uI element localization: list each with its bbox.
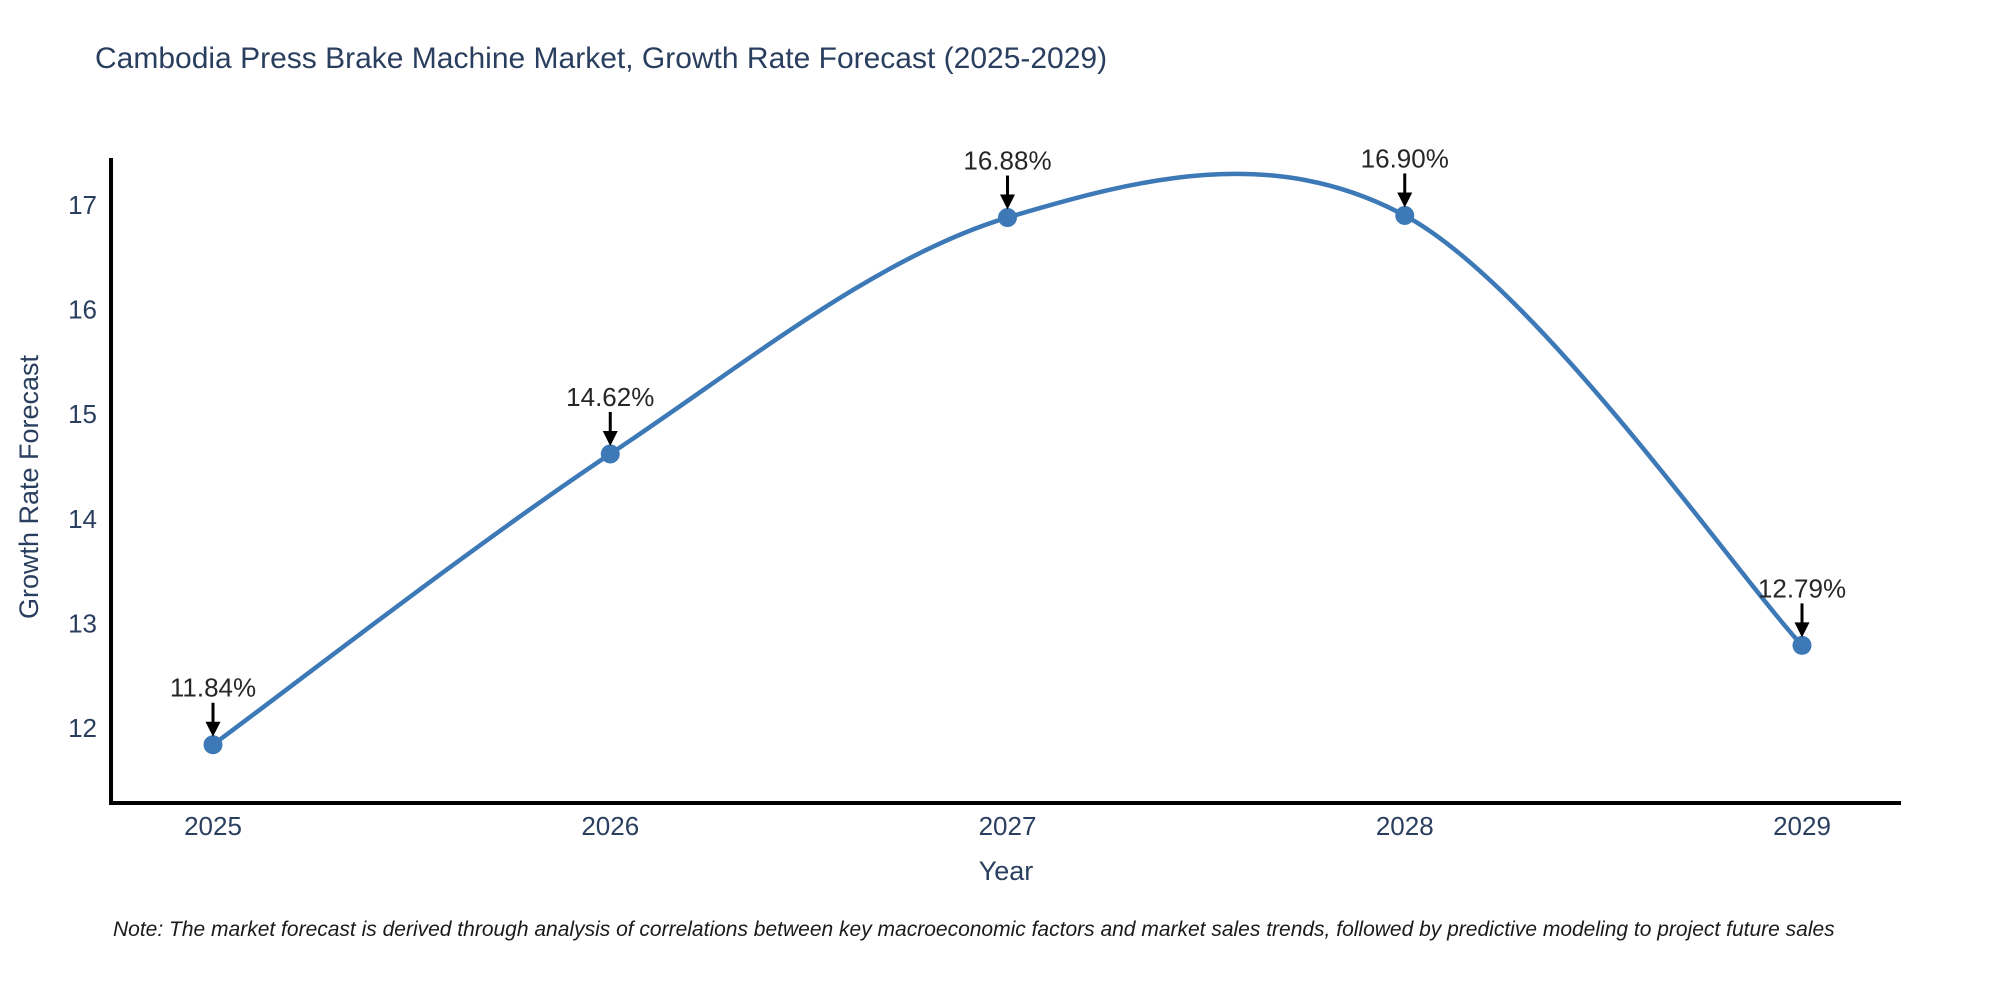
x-tick-label: 2027: [979, 811, 1037, 841]
annotation: 12.79%: [1758, 573, 1846, 638]
annotation-label: 16.88%: [963, 146, 1051, 176]
data-point-marker: [998, 208, 1017, 228]
annotation-arrowhead-icon: [1000, 194, 1015, 210]
y-tick-label: 15: [68, 399, 97, 429]
x-axis-title: Year: [979, 856, 1034, 886]
footnote: Note: The market forecast is derived thr…: [113, 918, 1835, 941]
y-tick-label: 16: [68, 295, 97, 325]
annotation: 14.62%: [566, 382, 654, 446]
annotation: 16.88%: [963, 146, 1052, 210]
data-point-marker: [1395, 205, 1415, 225]
y-tick-label: 17: [68, 190, 97, 220]
annotation-arrowhead-icon: [1397, 192, 1413, 208]
line-series: [203, 171, 1812, 755]
x-tick-label: 2026: [581, 811, 639, 841]
chart-title: Cambodia Press Brake Machine Market, Gro…: [95, 42, 1108, 75]
x-tick-label: 2029: [1773, 811, 1831, 841]
annotation-label: 12.79%: [1758, 573, 1846, 603]
x-tick-label: 2025: [184, 811, 242, 841]
data-point-marker: [1792, 635, 1812, 655]
forecast-line: [210, 171, 1805, 747]
x-tick-label: 2028: [1376, 811, 1434, 841]
annotation-arrowhead-icon: [1794, 622, 1810, 638]
axes: [109, 158, 1901, 805]
data-point-marker: [203, 735, 223, 755]
annotation-arrowhead-icon: [205, 721, 221, 737]
point-annotations: 11.84% 14.62% 16.88% 16.90% 12.79%: [170, 143, 1846, 737]
annotation-label: 11.84%: [170, 673, 256, 703]
annotation-arrowhead-icon: [602, 430, 618, 446]
data-point-marker: [600, 444, 620, 464]
annotation-label: 14.62%: [566, 382, 654, 412]
y-tick-label: 13: [68, 608, 97, 638]
y-tick-label: 12: [68, 713, 97, 743]
annotation: 11.84%: [170, 673, 256, 737]
tick-labels: 12 13 14 15 16 17 2025 2026 2027 2028 2029: [68, 190, 1831, 841]
annotation: 16.90%: [1361, 143, 1449, 208]
y-axis-title: Growth Rate Forecast: [14, 354, 44, 619]
y-tick-label: 14: [68, 504, 97, 534]
annotation-label: 16.90%: [1361, 143, 1449, 173]
